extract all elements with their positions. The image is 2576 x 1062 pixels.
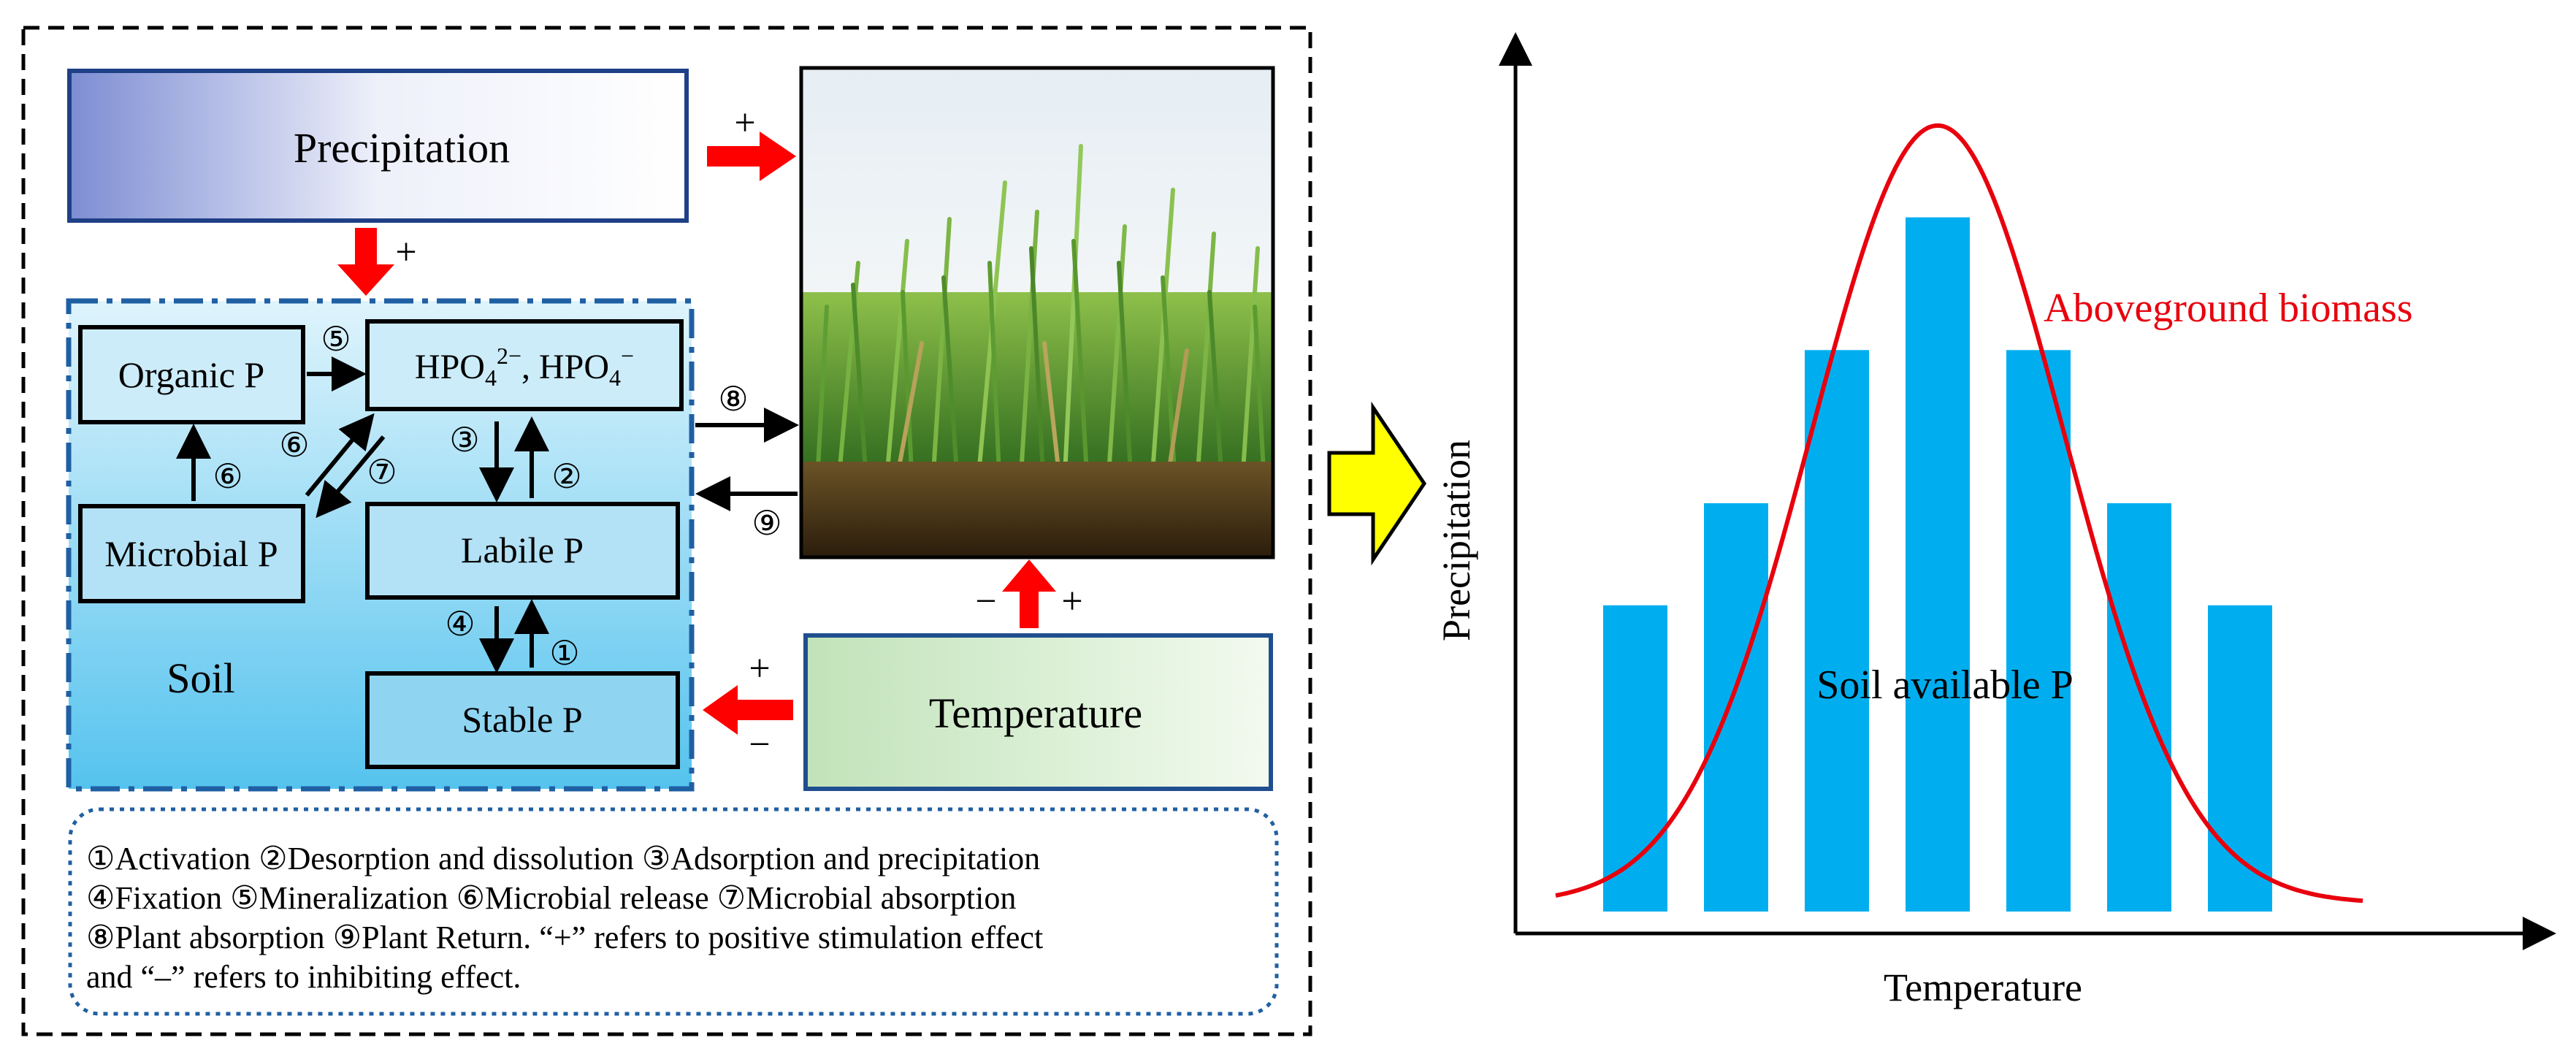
phosphate-sep: , [521,348,539,386]
phosphate-sub: 4 [485,364,497,391]
precipitation-node: Precipitation [67,69,689,223]
sign-temp-to-soil-pos: + [749,648,770,689]
dashed-frame [21,26,1312,1036]
soil-label: Soil [167,654,235,702]
plant-photo [799,66,1275,559]
transition-arrow [1327,401,1427,566]
conceptual-chart: Soil available P Aboveground biomass Tem… [1434,32,2556,1009]
bar-series-label: Soil available P [1816,662,2074,708]
y-axis-arrowhead [1499,32,1532,66]
phosphate-sub2: 4 [609,364,621,391]
biomass-curve [1555,123,2363,904]
x-axis-label: Temperature [1884,966,2082,1009]
legend-line-4: and “–” refers to inhibiting effect. [86,959,521,995]
labile-p-pool: Labile P [365,502,680,600]
sign-temp-to-plant-neg: − [975,581,996,622]
microbial-p-pool: Microbial P [78,504,305,603]
temperature-node-label: Temperature [929,689,1142,737]
label-p8: ⑧ [718,381,748,418]
bar-5 [2006,350,2071,912]
phosphate-pool-label: HPO42−, HPO4− [415,343,634,391]
bar-4 [1906,217,1970,912]
legend-line-1: ①Activation ②Desorption and dissolution … [86,841,1040,876]
sign-temp-to-plant-pos: + [1061,581,1082,622]
arrow-microbial-absorption [316,435,386,519]
sign-temp-to-soil-neg: − [749,724,770,765]
organic-p-pool: Organic P [78,325,305,424]
phosphate-base2: HPO [539,348,609,386]
bar-series [1603,217,2272,912]
organic-p-label: Organic P [118,354,264,395]
precipitation-node-label: Precipitation [294,124,510,172]
x-axis-arrowhead [2523,917,2556,950]
plant-photo-border [799,66,1275,559]
phosphate-sup2: − [621,343,634,369]
process-arrows [176,356,799,673]
bar-6 [2107,503,2171,912]
arrow-temp-to-plant [1002,559,1056,628]
process-number-labels: ⑤ ⑥ ⑥ ⑦ ③ ② ④ ① ⑧ ⑨ [213,321,781,672]
y-axis-label: Precipitation [1434,440,1478,641]
stable-p-pool: Stable P [365,671,680,769]
label-p4: ④ [445,606,475,643]
label-p7: ⑦ [367,454,397,491]
bar-3 [1805,350,1869,912]
bar-1 [1603,605,1667,912]
label-p1: ① [549,635,579,672]
sign-precip-to-plant: + [734,102,755,144]
legend-line-3: ⑧Plant absorption ⑨Plant Return. “+” ref… [86,920,1043,955]
legend-line-2: ④Fixation ⑤Mineralization ⑥Microbial rel… [86,880,1016,916]
soil-layer [801,462,1273,557]
phosphate-sup: 2− [497,343,521,369]
sign-precip-to-soil: + [395,232,416,273]
curve-label: Aboveground biomass [2044,286,2413,331]
grass-blades [816,144,1266,477]
label-p3: ③ [449,421,479,459]
label-p6: ⑥ [279,427,309,464]
label-p9: ⑨ [752,505,781,542]
stable-p-label: Stable P [462,699,582,740]
process-legend: ①Activation ②Desorption and dissolution … [68,807,1279,1016]
phosphate-base: HPO [415,348,485,386]
labile-p-label: Labile P [461,530,584,570]
label-p6-left: ⑥ [213,458,242,495]
phosphate-pool: HPO42−, HPO4− [365,319,684,411]
label-p5: ⑤ [321,321,351,358]
microbial-p-label: Microbial P [104,533,278,574]
arrow-temp-to-soil [703,685,793,735]
arrow-precip-to-plant [707,131,796,181]
temperature-node: Temperature [803,633,1273,791]
bar-7 [2208,605,2272,912]
label-p2: ② [551,458,581,495]
bar-2 [1704,503,1768,912]
arrow-precip-to-soil [337,228,394,296]
